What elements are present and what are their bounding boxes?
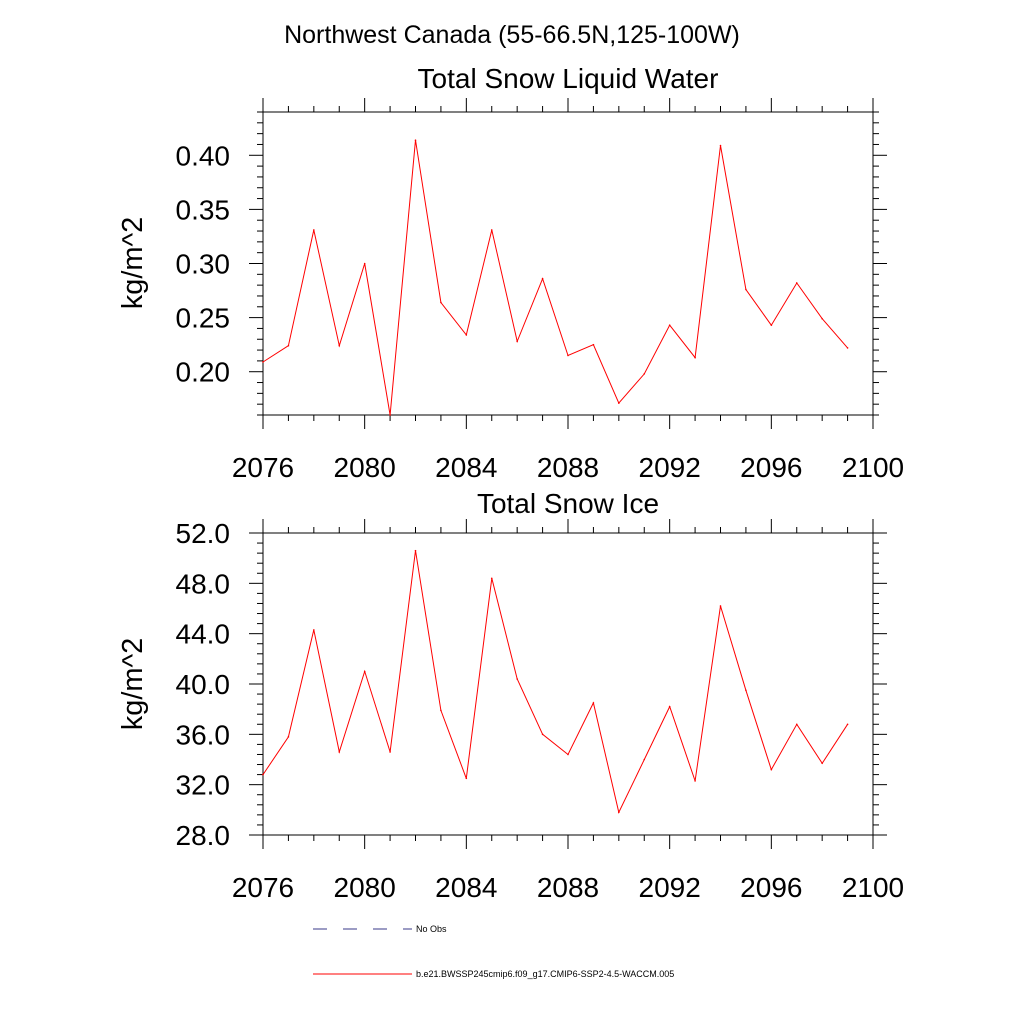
y-tick-label: 40.0	[176, 669, 231, 700]
data-point	[846, 723, 849, 726]
x-tick-label: 2092	[639, 872, 701, 903]
x-tick-label: 2092	[639, 452, 701, 483]
data-point	[821, 762, 823, 765]
data-point	[592, 343, 595, 346]
data-point	[313, 629, 315, 631]
data-point	[567, 753, 569, 756]
y-tick-label: 0.20	[176, 357, 231, 388]
snow-ice-panel: Total Snow Ice kg/m^2 2076 2080 2084 2088 20…	[117, 488, 904, 903]
y-tick-label: 28.0	[176, 820, 231, 851]
data-point	[541, 277, 544, 280]
data-point	[694, 356, 696, 359]
data-point	[668, 705, 671, 708]
data-point	[440, 709, 442, 712]
data-point	[516, 678, 518, 680]
y-axis-label: kg/m^2	[117, 638, 149, 731]
data-point	[618, 811, 620, 814]
y-tick-label: 52.0	[176, 518, 231, 549]
data-point	[490, 577, 493, 580]
y-tick-label: 0.35	[176, 194, 231, 225]
data-point	[541, 733, 544, 736]
legend-label-no-obs: No Obs	[416, 924, 447, 934]
y-tick-label: 48.0	[176, 568, 231, 599]
data-point	[846, 347, 849, 349]
y-tick-label: 0.40	[176, 140, 231, 171]
page-title: Northwest Canada (55-66.5N,125-100W)	[284, 21, 740, 49]
data-point	[414, 139, 417, 141]
x-tick-label: 2076	[232, 872, 294, 903]
data-point	[821, 317, 823, 320]
data-point	[745, 288, 747, 291]
data-point	[287, 344, 290, 347]
data-point	[262, 361, 264, 363]
data-point	[338, 344, 341, 347]
legend-label-model: b.e21.BWSSP245cmip6.f09_g17.CMIP6-SSP2-4…	[416, 969, 674, 979]
data-point	[618, 402, 620, 404]
panel-title: Total Snow Liquid Water	[418, 63, 719, 94]
data-point	[719, 605, 722, 607]
data-point	[363, 670, 366, 673]
data-point	[490, 229, 493, 231]
data-point	[745, 689, 747, 692]
series-line	[262, 140, 848, 416]
data-point	[770, 768, 773, 771]
panel-title: Total Snow Ice	[477, 488, 659, 519]
y-tick-label: 44.0	[176, 619, 231, 650]
data-point	[592, 702, 595, 704]
data-point	[389, 751, 391, 753]
data-point	[414, 549, 417, 552]
snow-liquid-water-panel: Total Snow Liquid Water kg/m^2 2076 2080 2…	[117, 63, 904, 483]
y-tick-label: 0.25	[176, 303, 231, 334]
data-point	[262, 773, 264, 776]
data-point	[694, 780, 696, 782]
x-tick-label: 2088	[537, 872, 599, 903]
x-tick-label: 2080	[334, 452, 396, 483]
data-point	[287, 736, 290, 738]
data-point	[338, 751, 341, 753]
series-line	[262, 550, 849, 814]
x-tick-label: 2096	[740, 452, 802, 483]
x-tick-label: 2096	[740, 872, 802, 903]
x-tick-label: 2088	[537, 452, 599, 483]
x-tick-label: 2100	[842, 452, 904, 483]
data-point	[643, 373, 646, 375]
data-point	[770, 324, 773, 326]
y-tick-label: 32.0	[176, 770, 231, 801]
data-point	[363, 262, 366, 265]
x-tick-label: 2080	[334, 872, 396, 903]
data-point	[465, 334, 468, 336]
y-tick-label: 36.0	[176, 719, 231, 750]
x-tick-label: 2084	[435, 872, 497, 903]
data-point	[465, 777, 468, 780]
data-point	[795, 723, 798, 726]
data-point	[440, 301, 442, 304]
data-point	[643, 758, 646, 761]
y-axis-label: kg/m^2	[117, 217, 149, 310]
y-tick-label: 0.30	[176, 249, 231, 280]
data-point	[516, 340, 518, 343]
data-point	[567, 354, 569, 357]
legend: No Obs b.e21.BWSSP245cmip6.f09_g17.CMIP6…	[313, 924, 674, 979]
x-tick-label: 2100	[842, 872, 904, 903]
plot-frame	[262, 532, 874, 836]
x-tick-label: 2076	[232, 452, 294, 483]
data-point	[668, 324, 671, 326]
data-point	[313, 229, 315, 231]
plot-frame	[262, 111, 874, 416]
data-point	[389, 414, 391, 416]
x-tick-label: 2084	[435, 452, 497, 483]
data-point	[795, 282, 798, 284]
data-point	[719, 144, 722, 147]
